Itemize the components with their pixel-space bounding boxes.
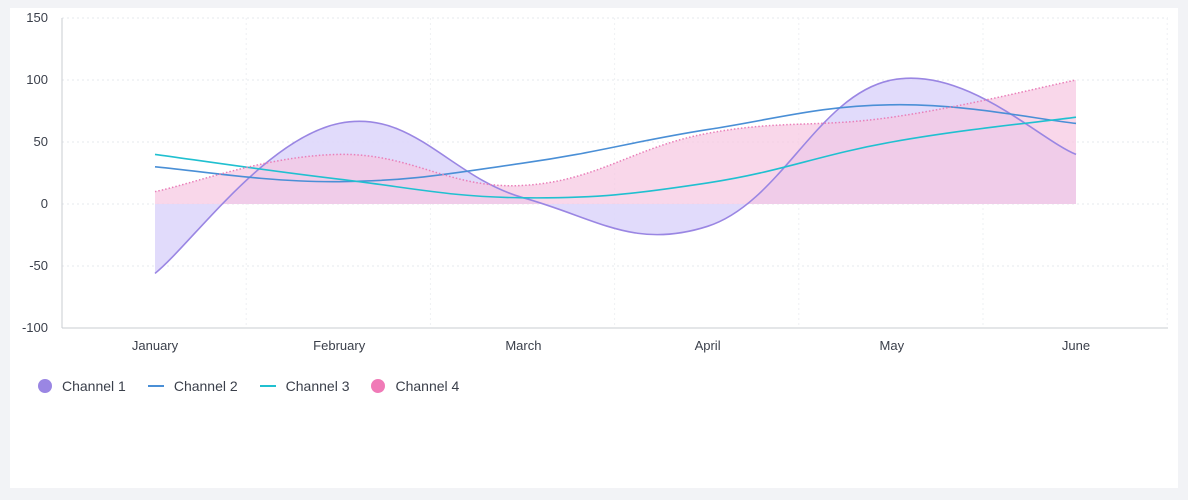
- x-tick-label: April: [695, 338, 721, 353]
- line-channel-3: [154, 116, 1077, 199]
- legend-label: Channel 1: [62, 378, 126, 394]
- legend-swatch-channel-1: [38, 379, 52, 393]
- legend-label: Channel 2: [173, 378, 238, 394]
- x-tick-label: March: [505, 338, 541, 353]
- legend-swatch-channel-3: [259, 385, 276, 387]
- y-tick-label: 50: [34, 134, 48, 149]
- area-channel-4: [155, 80, 1076, 204]
- y-tick-label: -50: [29, 258, 48, 273]
- y-tick-label: 0: [41, 196, 48, 211]
- legend-item-channel-3[interactable]: Channel 3: [259, 378, 350, 394]
- x-tick-label: June: [1062, 338, 1090, 353]
- y-tick-label: -100: [22, 320, 48, 335]
- x-tick-label: January: [132, 338, 179, 353]
- y-axis-ticks: -100 -50 0 50 100 150: [22, 10, 48, 335]
- x-tick-label: February: [313, 338, 366, 353]
- x-tick-label: May: [880, 338, 905, 353]
- legend-item-channel-2[interactable]: Channel 2: [147, 378, 238, 394]
- legend-swatch-channel-4: [371, 379, 386, 393]
- legend-swatch-channel-2: [147, 385, 164, 387]
- legend-label: Channel 3: [285, 378, 350, 394]
- area-fills: [155, 78, 1076, 274]
- line-channel-1: [154, 77, 1077, 275]
- line-channel-2: [154, 103, 1077, 183]
- series-lines: [154, 77, 1077, 275]
- chart-card: -100 -50 0 50 100 150 January February March Apr…: [10, 8, 1178, 488]
- legend: Channel 1 Channel 2 Channel 3 Channel 4: [38, 378, 459, 394]
- y-tick-label: 150: [26, 10, 48, 25]
- legend-label: Channel 4: [395, 378, 460, 394]
- x-axis-ticks: January February March April May June: [132, 338, 1090, 353]
- chart-canvas: -100 -50 0 50 100 150 January February March Apr…: [22, 10, 1168, 353]
- legend-item-channel-1[interactable]: Channel 1: [38, 378, 126, 394]
- y-tick-label: 100: [26, 72, 48, 87]
- line-channel-4: [154, 79, 1077, 193]
- legend-item-channel-4[interactable]: Channel 4: [371, 378, 459, 394]
